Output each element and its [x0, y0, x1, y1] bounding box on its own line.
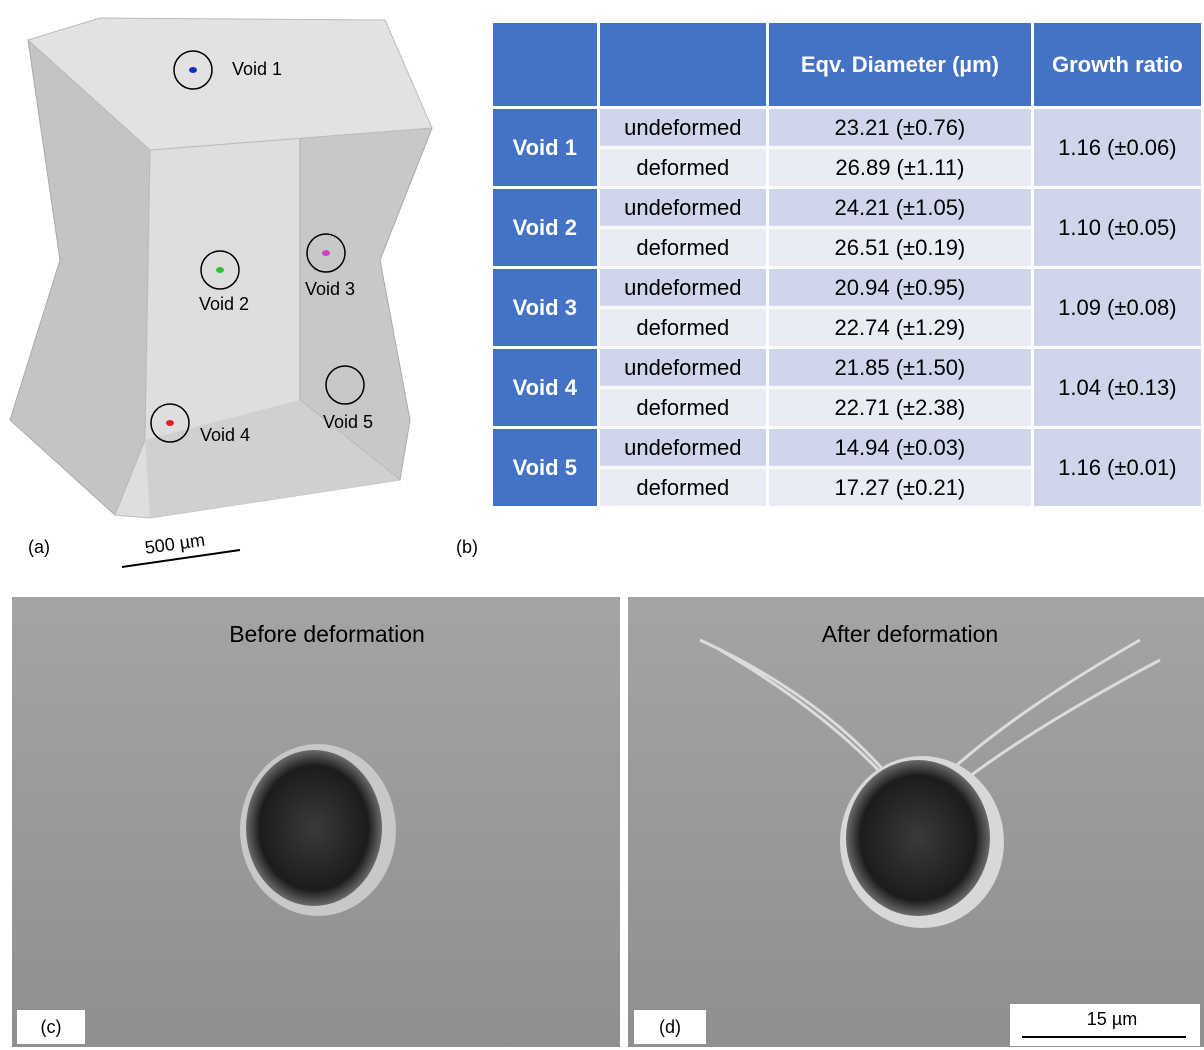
scale-bar-label: 500 µm [144, 530, 207, 558]
diameter-cell: 26.89 (±1.11) [768, 148, 1033, 188]
growth-ratio-cell: 1.16 (±0.01) [1032, 428, 1202, 508]
panel-label: (b) [456, 537, 478, 557]
state-cell: undeformed [598, 268, 768, 308]
void-name: Void 2 [492, 188, 599, 268]
state-cell: deformed [598, 388, 768, 428]
diameter-cell: 14.94 (±0.03) [768, 428, 1033, 468]
header-cell [492, 22, 599, 108]
diameter-cell: 26.51 (±0.19) [768, 228, 1033, 268]
panel-label: (d) [659, 1017, 681, 1037]
diameter-cell: 17.27 (±0.21) [768, 468, 1033, 508]
diameter-cell: 22.74 (±1.29) [768, 308, 1033, 348]
void-name: Void 1 [492, 108, 599, 188]
void-label: Void 1 [232, 59, 282, 79]
void-dot [216, 267, 224, 273]
image-title: After deformation [822, 621, 998, 647]
panel-label: (c) [41, 1017, 62, 1037]
state-cell: deformed [598, 148, 768, 188]
state-cell: deformed [598, 308, 768, 348]
void-hole [246, 750, 382, 906]
state-cell: undeformed [598, 348, 768, 388]
growth-ratio-cell: 1.09 (±0.08) [1032, 268, 1202, 348]
growth-ratio-cell: 1.10 (±0.05) [1032, 188, 1202, 268]
growth-ratio-cell: 1.16 (±0.06) [1032, 108, 1202, 188]
void-name: Void 4 [492, 348, 599, 428]
header-row: Eqv. Diameter (µm)Growth ratio [492, 22, 1203, 108]
panel-label: (a) [28, 537, 50, 557]
state-cell: undeformed [598, 188, 768, 228]
figure: Void 1Void 2Void 3Void 4Void 5 500 µm (a… [0, 0, 1204, 1050]
growth-ratio-cell: 1.04 (±0.13) [1032, 348, 1202, 428]
diameter-cell: 20.94 (±0.95) [768, 268, 1033, 308]
void-label: Void 5 [323, 412, 373, 432]
state-cell: deformed [598, 228, 768, 268]
void-name: Void 5 [492, 428, 599, 508]
page: {"panel_a": {"label": "(a)", "scale_bar"… [0, 0, 1204, 1050]
diameter-cell: 21.85 (±1.50) [768, 348, 1033, 388]
diameter-cell: 23.21 (±0.76) [768, 108, 1033, 148]
void-label: Void 3 [305, 279, 355, 299]
image-title: Before deformation [229, 621, 425, 647]
diameter-cell: 24.21 (±1.05) [768, 188, 1033, 228]
void-label: Void 2 [199, 294, 249, 314]
void-hole [846, 760, 990, 916]
void-name: Void 3 [492, 268, 599, 348]
header-cell: Growth ratio [1032, 22, 1202, 108]
state-cell: deformed [598, 468, 768, 508]
void-dot [189, 67, 197, 73]
state-cell: undeformed [598, 108, 768, 148]
state-cell: undeformed [598, 428, 768, 468]
void-dot [322, 250, 330, 256]
diameter-cell: 22.71 (±2.38) [768, 388, 1033, 428]
header-cell [598, 22, 768, 108]
header-cell: Eqv. Diameter (µm) [768, 22, 1033, 108]
scale-bar-label: 15 µm [1087, 1009, 1137, 1029]
void-dot [166, 420, 174, 426]
void-label: Void 4 [200, 425, 250, 445]
